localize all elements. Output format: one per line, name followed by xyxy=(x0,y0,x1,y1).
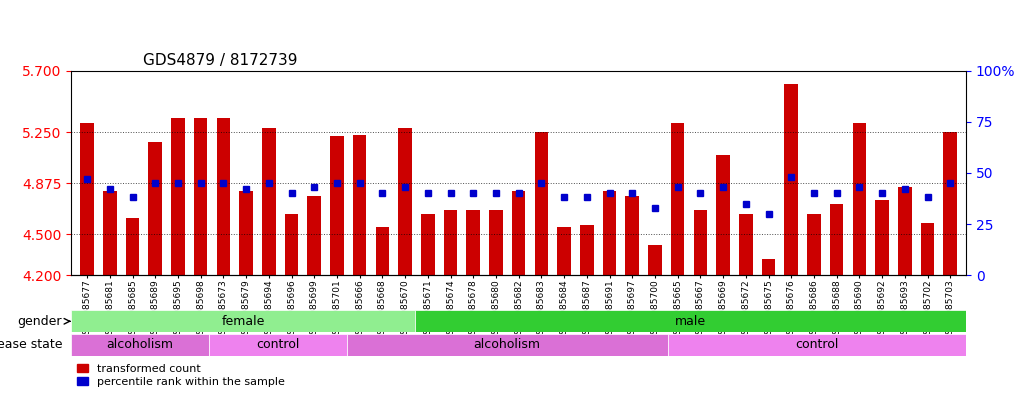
Text: disease state: disease state xyxy=(0,338,62,351)
FancyBboxPatch shape xyxy=(71,310,415,332)
Bar xyxy=(443,210,458,275)
Bar xyxy=(852,123,866,275)
Text: GDS4879 / 8172739: GDS4879 / 8172739 xyxy=(142,53,297,68)
Bar xyxy=(876,200,889,275)
Bar xyxy=(625,196,639,275)
Text: control: control xyxy=(795,338,839,351)
Bar xyxy=(784,84,798,275)
Bar xyxy=(285,214,298,275)
Text: male: male xyxy=(675,315,707,328)
FancyBboxPatch shape xyxy=(415,310,966,332)
Bar xyxy=(353,135,366,275)
Bar xyxy=(194,118,207,275)
Bar xyxy=(126,218,139,275)
Bar xyxy=(103,191,117,275)
Bar xyxy=(671,123,684,275)
Bar xyxy=(739,214,753,275)
Bar xyxy=(648,245,662,275)
Bar xyxy=(557,228,571,275)
Bar xyxy=(830,204,843,275)
Bar xyxy=(489,210,502,275)
Text: control: control xyxy=(256,338,299,351)
Bar xyxy=(535,132,548,275)
Text: gender: gender xyxy=(17,315,62,328)
Bar xyxy=(944,132,957,275)
Bar xyxy=(307,196,321,275)
Bar xyxy=(148,141,162,275)
Text: alcoholism: alcoholism xyxy=(474,338,541,351)
Bar xyxy=(716,155,730,275)
Bar xyxy=(375,228,390,275)
Bar xyxy=(603,191,616,275)
Bar xyxy=(898,187,911,275)
Bar xyxy=(807,214,821,275)
Bar xyxy=(239,191,253,275)
Text: female: female xyxy=(222,315,265,328)
Bar xyxy=(399,128,412,275)
Bar xyxy=(762,259,775,275)
Bar xyxy=(580,225,594,275)
FancyBboxPatch shape xyxy=(71,334,208,356)
Bar xyxy=(512,191,526,275)
Bar xyxy=(694,210,707,275)
Bar xyxy=(262,128,276,275)
Bar xyxy=(217,118,230,275)
FancyBboxPatch shape xyxy=(347,334,668,356)
Bar xyxy=(331,136,344,275)
Bar xyxy=(920,223,935,275)
Bar xyxy=(171,118,185,275)
Bar xyxy=(467,210,480,275)
Bar xyxy=(80,123,94,275)
Bar xyxy=(421,214,434,275)
Legend: transformed count, percentile rank within the sample: transformed count, percentile rank withi… xyxy=(76,364,285,387)
FancyBboxPatch shape xyxy=(668,334,966,356)
FancyBboxPatch shape xyxy=(208,334,347,356)
Text: alcoholism: alcoholism xyxy=(107,338,174,351)
